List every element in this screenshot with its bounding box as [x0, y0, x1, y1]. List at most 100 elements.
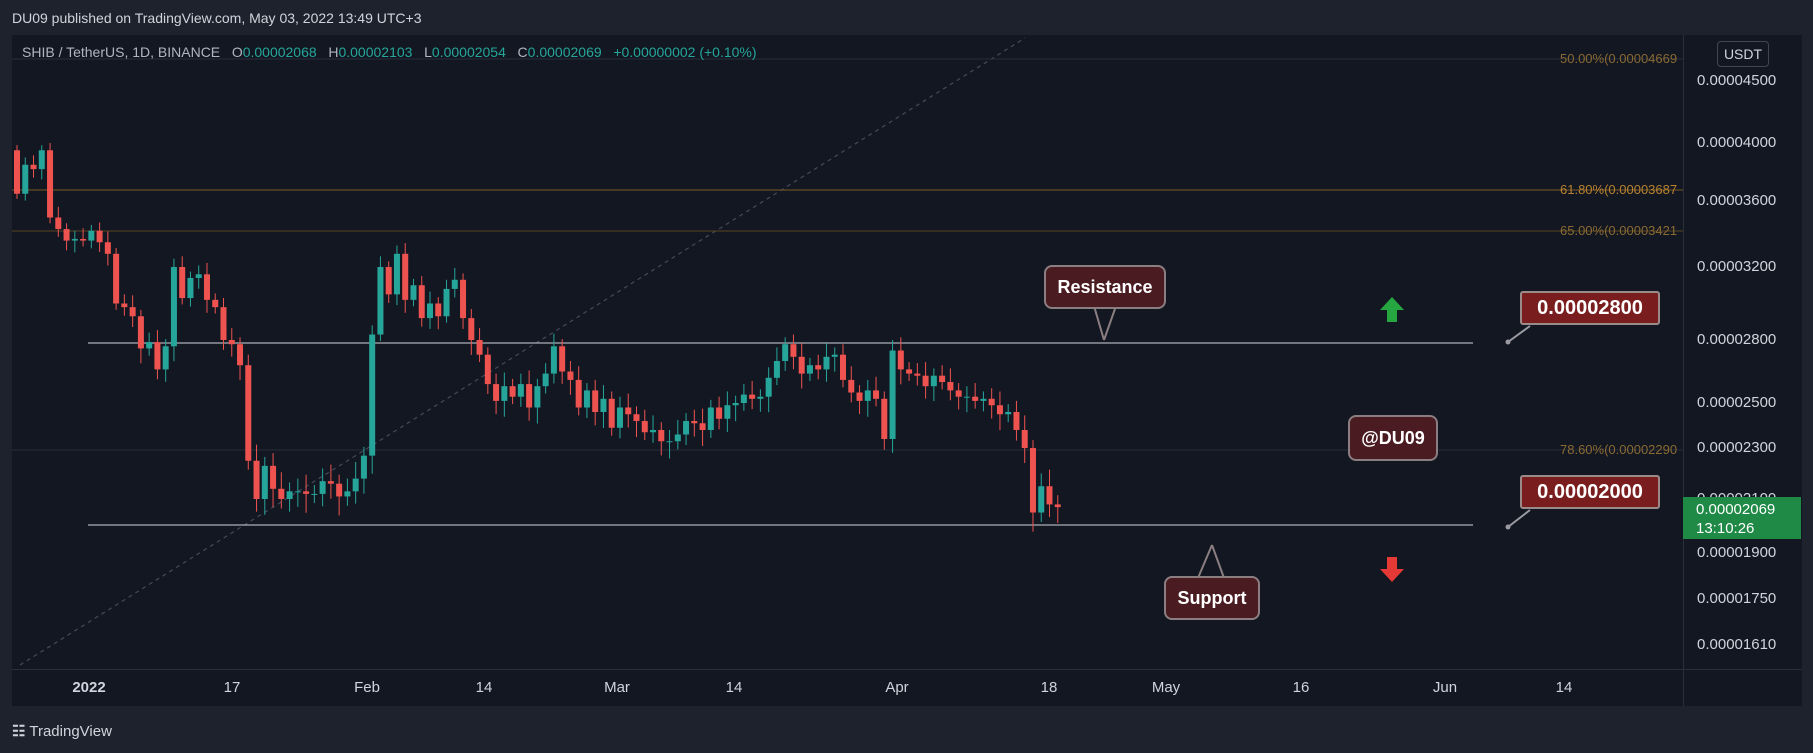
x-tick: 18: [1040, 679, 1058, 696]
candle-body: [245, 365, 252, 461]
y-tick: 0.00002300: [1697, 439, 1777, 456]
candle-body: [889, 350, 896, 439]
candle-body: [63, 229, 70, 241]
publish-line: DU09 published on TradingView.com, May 0…: [12, 10, 422, 26]
unit-badge[interactable]: USDT: [1717, 41, 1769, 67]
candle-body: [674, 434, 681, 442]
legend-open: 0.00002068: [242, 44, 317, 60]
candle-body: [493, 384, 500, 401]
legend-change: +0.00000002 (+0.10%): [613, 44, 757, 60]
resistance-price-label: 0.00002800: [1520, 291, 1660, 325]
candle-body: [873, 390, 880, 399]
candle-body: [575, 379, 582, 408]
candle-body: [121, 303, 128, 308]
candle-body: [170, 267, 177, 347]
candle-body: [195, 274, 202, 278]
candle-body: [641, 421, 648, 433]
candle-body: [104, 242, 111, 254]
x-tick: Feb: [354, 679, 380, 696]
candle-body: [30, 164, 37, 170]
candle-body: [740, 394, 747, 403]
x-tick: Apr: [885, 679, 909, 696]
candle-body: [261, 465, 268, 499]
candle-body: [840, 354, 846, 380]
candle-body: [410, 285, 417, 300]
candle-body: [749, 394, 756, 399]
candle-body: [253, 460, 260, 499]
candle-body: [782, 344, 789, 361]
candle-body: [509, 386, 516, 397]
candle-body: [947, 382, 954, 391]
last-price-tag: 0.00002069 13:10:26: [1683, 497, 1801, 539]
x-tick: Mar: [604, 679, 630, 696]
resistance-pointer-line: [1507, 325, 1531, 343]
candle-body: [203, 274, 210, 300]
candle-body: [460, 279, 467, 319]
candle-body: [939, 375, 946, 382]
candle-body: [955, 390, 962, 397]
time-axis[interactable]: [12, 669, 1683, 706]
legend-o-label: O: [231, 44, 243, 60]
chart-pane[interactable]: [12, 35, 1683, 669]
candle-body: [369, 334, 376, 456]
candle-body: [71, 238, 78, 241]
candle-body: [790, 344, 797, 357]
candle-body: [360, 455, 367, 479]
candle-body: [798, 356, 805, 374]
candle-body: [336, 483, 343, 497]
candle-body: [22, 164, 29, 194]
candle-body: [1054, 504, 1061, 508]
x-tick: 16: [1292, 679, 1310, 696]
candle-body: [550, 346, 557, 374]
candle-body: [633, 414, 640, 421]
axis-corner: [1683, 669, 1802, 706]
tradingview-brand[interactable]: ☷ TradingView: [12, 722, 112, 740]
candle-body: [96, 230, 103, 243]
y-tick: 0.00001610: [1697, 636, 1777, 653]
candle-body: [162, 346, 169, 370]
candle-body: [559, 346, 566, 372]
candle-body: [484, 354, 491, 385]
legend-c-label: C: [517, 44, 528, 60]
candle-body: [848, 379, 855, 393]
y-tick: 0.00004500: [1697, 72, 1777, 89]
x-tick: 14: [475, 679, 493, 696]
candle-body: [567, 371, 574, 380]
support-price-label: 0.00002000: [1520, 475, 1660, 509]
chart-legend: SHIB / TetherUS, 1D, BINANCE O0.00002068…: [22, 44, 757, 60]
arrow-down-icon: [1380, 557, 1404, 582]
x-tick: 2022: [72, 679, 106, 696]
candle-body: [385, 267, 392, 295]
candle-body: [468, 318, 475, 340]
candle-body: [220, 307, 227, 340]
candle-body: [501, 386, 508, 401]
candle-body: [129, 307, 136, 317]
candle-body: [996, 405, 1003, 415]
candle-body: [1005, 412, 1012, 415]
x-tick: May: [1151, 679, 1181, 696]
candle-body: [897, 350, 904, 370]
price-axis[interactable]: [1683, 35, 1802, 669]
candle-body: [55, 217, 62, 230]
candle-body: [881, 398, 888, 439]
candle-body: [616, 407, 623, 428]
tradingview-logo-icon: ☷: [12, 723, 26, 740]
last-price-countdown: 13:10:26: [1696, 520, 1755, 537]
y-tick: 0.00004000: [1697, 134, 1777, 151]
candle-body: [683, 421, 690, 435]
candle-body: [707, 407, 714, 430]
candle-body: [724, 405, 731, 419]
support-callout: Support: [1164, 576, 1260, 620]
legend-l-label: L: [424, 44, 432, 60]
candle-body: [80, 238, 87, 241]
candle-body: [765, 377, 772, 397]
callout-support-tail-right: [1211, 544, 1225, 579]
candle-body: [88, 230, 95, 241]
candle-body: [666, 441, 673, 443]
candle-body: [278, 488, 285, 499]
fib-label-50: 50.00%(0.00004669: [1560, 51, 1678, 66]
candle-body: [137, 316, 144, 349]
candle-body: [435, 303, 442, 317]
candle-body: [418, 285, 425, 319]
